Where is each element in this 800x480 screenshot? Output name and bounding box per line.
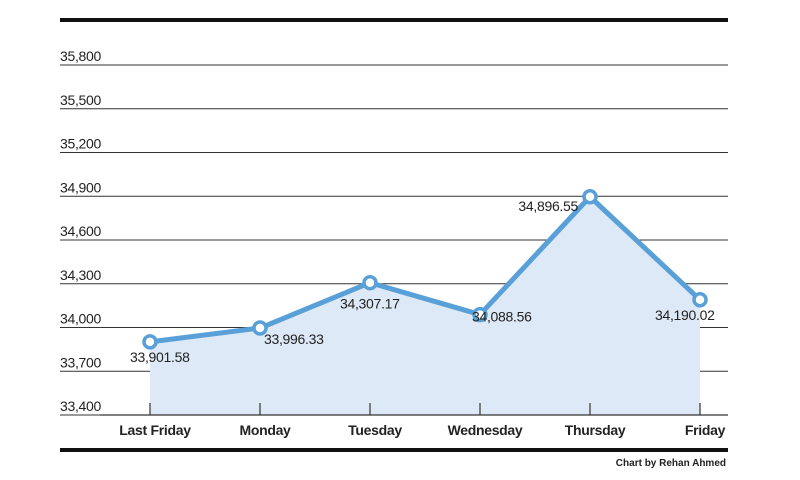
area-fill [150,196,700,415]
x-tick-label: Last Friday [119,422,191,438]
data-label: 33,901.58 [130,349,190,365]
data-point [582,189,598,205]
data-label: 34,190.02 [655,307,715,323]
y-tick-label: 34,300 [60,267,102,283]
y-tick-label: 35,800 [60,48,102,64]
area-shape [150,196,700,415]
data-label: 34,307.17 [340,296,400,312]
x-tick-label: Thursday [565,422,626,438]
data-point [692,292,708,308]
x-tick-label: Tuesday [348,422,402,438]
y-tick-label: 34,900 [60,179,102,195]
y-tick-label: 33,700 [60,354,102,370]
data-labels: 33,901.58 33,996.33 34,307.17 34,088.56 34,8… [130,198,715,365]
x-tick-label: Monday [239,422,291,438]
data-label: 34,896.55 [518,198,578,214]
data-label: 34,088.56 [472,309,532,325]
x-axis: Last Friday Monday Tuesday Wednesday Thursda… [100,403,728,438]
data-point [472,306,488,323]
y-tick-label: 34,000 [60,311,102,327]
series-line [142,189,708,350]
x-tick-label: Friday [685,422,726,438]
data-point [252,320,268,336]
y-axis: 33,400 33,700 34,000 34,300 34,600 34,900 35,2… [60,48,102,414]
data-point [362,274,378,291]
y-tick-label: 33,400 [60,398,102,414]
series-line-path [147,194,703,345]
y-tick-label: 35,500 [60,92,102,108]
data-label: 33,996.33 [264,331,324,347]
data-point [142,334,158,350]
y-tick-label: 35,200 [60,136,102,152]
y-tick-label: 34,600 [60,223,102,239]
chart-credit: Chart by Rehan Ahmed [615,458,726,469]
x-tick-label: Wednesday [448,422,523,438]
